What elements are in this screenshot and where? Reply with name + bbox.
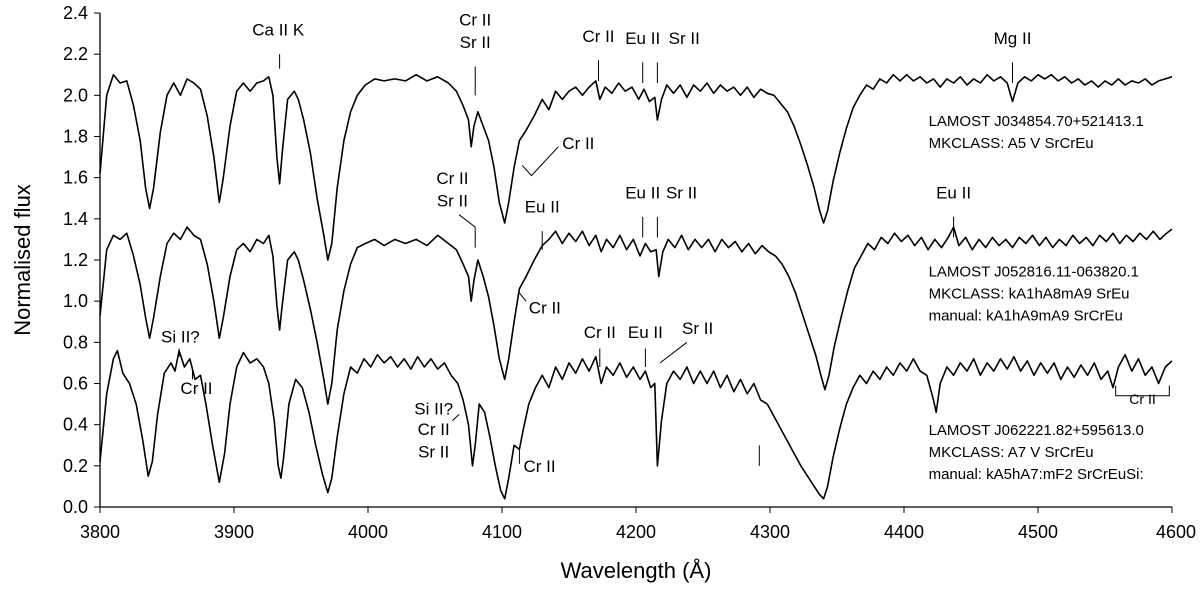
line-annotation: Sr II [437,191,468,210]
y-tick-label: 2.4 [63,3,88,23]
y-tick-label: 0.8 [63,332,88,352]
line-annotation: Cr II [582,27,614,46]
star-labels: LAMOST J034854.70+521413.1 MKCLASS: A5 V … [929,113,1144,483]
star-label-line: manual: kA1hA9mA9 SrCrEu [929,307,1123,324]
line-annotation: Si II? [161,327,200,346]
line-annotation: Eu II [625,29,660,48]
y-axis-title: Normalised flux [10,184,35,336]
line-annotation: Cr II [459,10,491,29]
line-annotation: Cr II [523,457,555,476]
annotation-leader [1115,385,1170,397]
line-annotation: Cr II [418,420,450,439]
annotation-leaders [178,54,1170,466]
y-tick-label: 1.2 [63,250,88,270]
star-label-line: MKCLASS: A7 V SrCrEu [929,444,1094,461]
x-tick-label: 4500 [1018,522,1058,542]
annotation-leader [659,341,688,364]
x-tick-label: 3900 [214,522,254,542]
line-annotation: Cr II [436,169,468,188]
line-annotation: Cr II [1129,391,1155,407]
x-axis-ticks: 3800 3900 4000 4100 4200 4300 4400 4500 4600 [80,507,1196,542]
y-axis-ticks: 0.0 0.2 0.4 0.6 0.8 1.0 1.2 1.4 1.6 1.8 2.0 2.2 2.4 [63,3,100,517]
y-tick-label: 1.6 [63,168,88,188]
annotation-leader [519,292,527,302]
x-tick-label: 4000 [348,522,388,542]
series-layer [99,73,1173,500]
annotation-leader [458,214,476,248]
line-annotation: Cr II [584,323,616,342]
line-annotation: Mg II [994,29,1032,48]
annotation-leader [452,414,460,421]
line-annotation: Eu II [936,183,971,202]
line-annotation: Eu II [625,183,660,202]
star-label-line: MKCLASS: A5 V SrCrEu [929,135,1094,152]
line-annotation: Sr II [669,29,700,48]
x-tick-label: 4200 [616,522,656,542]
line-annotation: Eu II [525,198,560,217]
star-label-line: LAMOST J034854.70+521413.1 [929,113,1144,130]
x-tick-label: 4100 [482,522,522,542]
plot-area: 0.00.20.40.60.81.01.21.41.61.82.02.22.4 … [63,3,1196,542]
line-annotation: Cr II [529,299,561,318]
y-tick-label: 1.4 [63,209,88,229]
star-label-line: LAMOST J052816.11-063820.1 [929,263,1139,280]
x-tick-label: 4400 [884,522,924,542]
y-tick-label: 0.0 [63,497,88,517]
line-annotation: Sr II [418,443,449,462]
line-annotation: Cr II [180,379,212,398]
star-label-line: LAMOST J062221.82+595613.0 [929,422,1144,439]
spectrum-line-3 [99,349,1173,500]
line-annotation: Ca II K [252,21,305,40]
line-annotation: Sr II [460,33,491,52]
y-tick-label: 1.8 [63,127,88,147]
line-annotation: Sr II [666,183,697,202]
annotation-labels: Ca II K Cr II Sr II Cr II Eu II Sr II Mg II Cr … [161,10,1156,476]
x-tick-label: 4300 [750,522,790,542]
spectrum-line-1 [99,73,1173,261]
line-annotation: Cr II [562,134,594,153]
line-annotation: Si II? [414,399,453,418]
y-tick-label: 2.0 [63,85,88,105]
line-annotation: Eu II [628,323,663,342]
y-tick-label: 1.0 [63,291,88,311]
x-tick-label: 3800 [80,522,120,542]
x-tick-label: 4600 [1156,522,1196,542]
y-tick-label: 0.4 [63,415,88,435]
y-tick-label: 0.2 [63,456,88,476]
x-axis-title: Wavelength (Å) [561,558,712,583]
line-annotation: Sr II [682,319,713,338]
star-label-line: MKCLASS: kA1hA8mA9 SrEu [929,285,1130,302]
spectrum-line-2 [99,226,1173,405]
y-tick-label: 0.6 [63,374,88,394]
annotation-leader [521,146,559,177]
y-tick-label: 2.2 [63,44,88,64]
star-label-line: manual: kA5hA7:mF2 SrCrEuSi: [929,466,1144,483]
